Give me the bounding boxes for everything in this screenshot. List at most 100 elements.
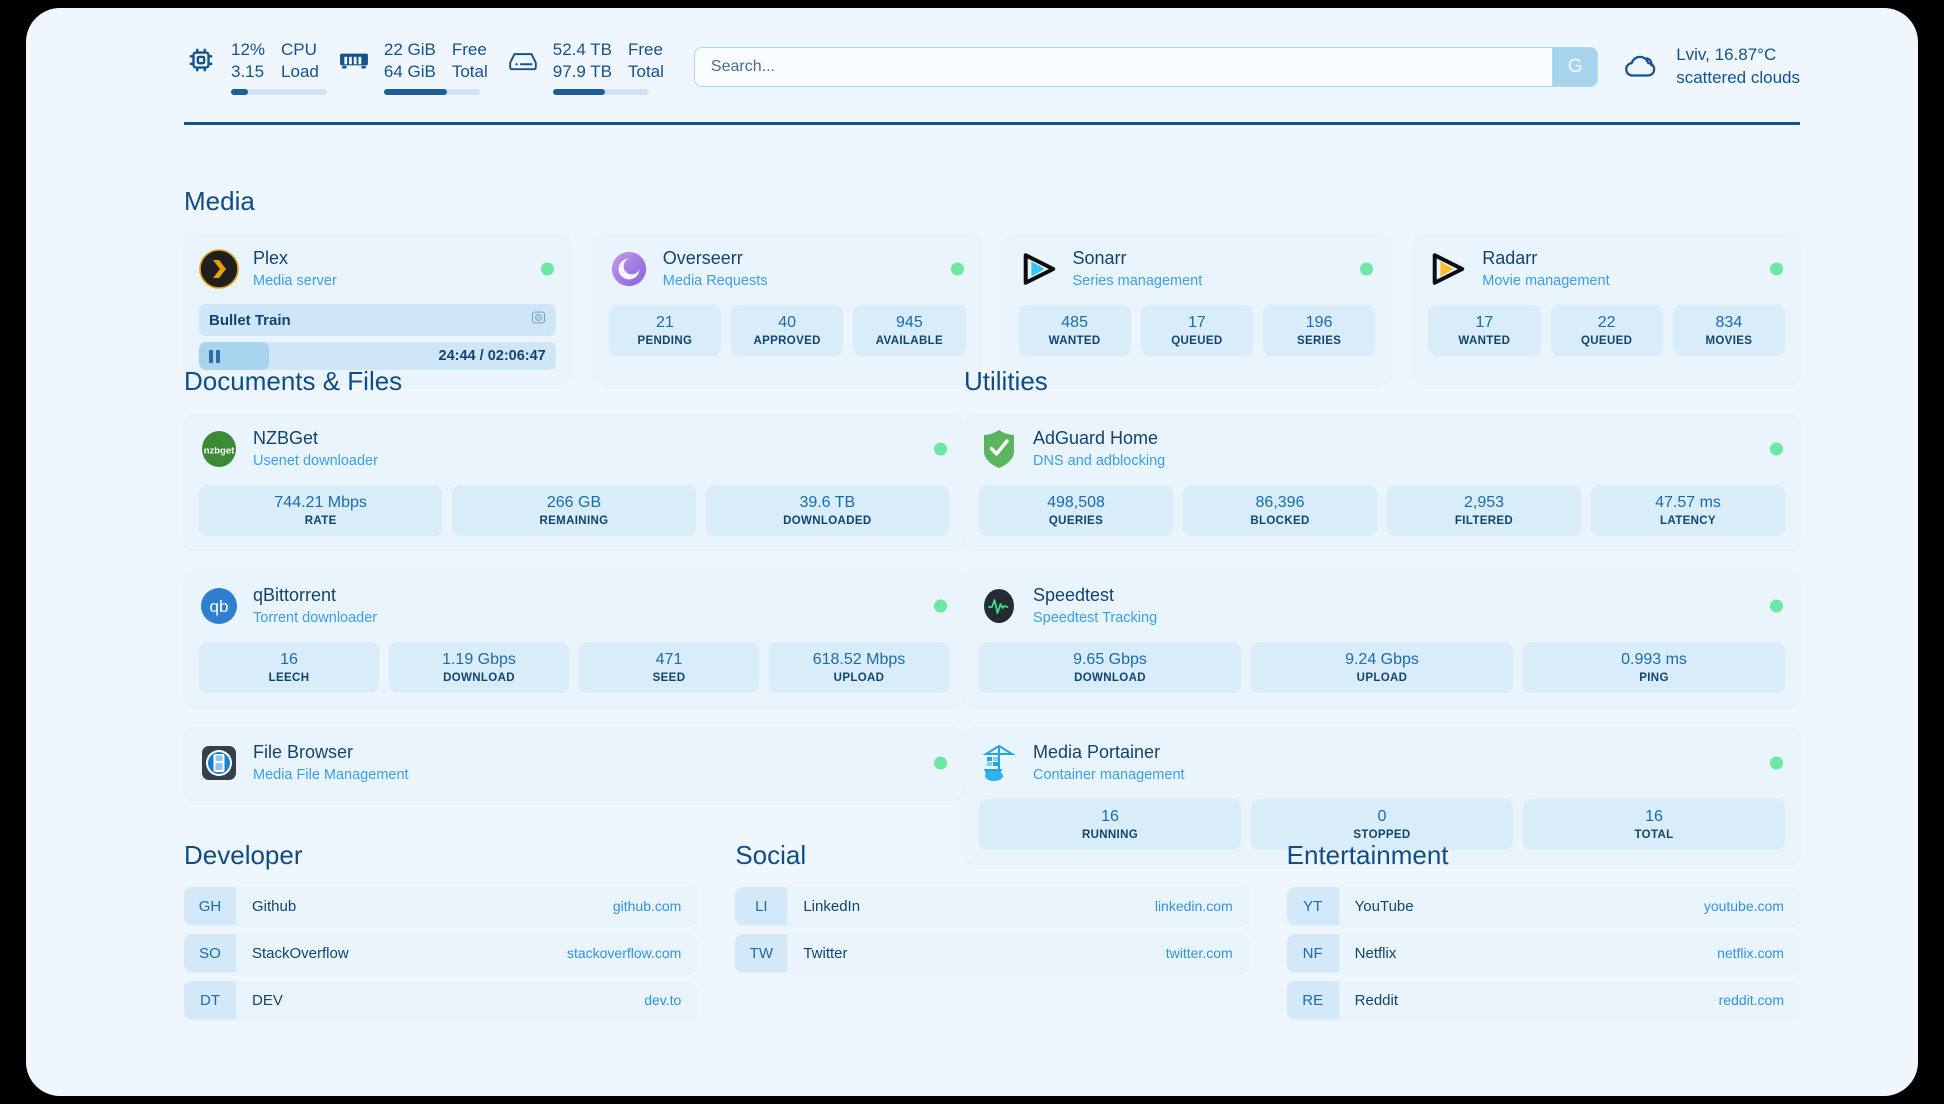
bookmark-item-stackoverflow[interactable]: SO StackOverflow stackoverflow.com	[184, 934, 698, 972]
service-name: NZBGet	[253, 427, 319, 448]
service-name: Radarr	[1482, 247, 1538, 268]
status-indicator	[934, 756, 947, 770]
bookmark-abbr: GH	[184, 887, 236, 925]
bookmark-item-netflix[interactable]: NF Netflix netflix.com	[1286, 934, 1800, 972]
service-card-sonarr[interactable]: Sonarr Series management 485 WANTED 17 Q…	[1003, 233, 1391, 384]
bookmark-group-developer: Developer GH Github github.com SO StackO…	[184, 840, 698, 1019]
service-name: Plex	[253, 247, 289, 268]
service-name: Speedtest	[1033, 584, 1115, 605]
header-bar: 12% 3.15 CPU Load	[26, 8, 1918, 126]
bookmark-item-linkedin[interactable]: LI LinkedIn linkedin.com	[735, 887, 1249, 925]
adguard-icon	[979, 429, 1019, 469]
stat-box: 86,396 BLOCKED	[1183, 485, 1377, 536]
service-card-plex[interactable]: Plex Media server Bullet Train	[184, 233, 571, 384]
stat-label: QUEUED	[1171, 335, 1223, 347]
service-card-speedtest[interactable]: Speedtest Speedtest Tracking 9.65 Gbps D…	[964, 570, 1800, 707]
memory-bar-track	[383, 88, 480, 95]
stat-box: 17 WANTED	[1428, 305, 1541, 356]
cpu-percent: 12%	[231, 40, 266, 60]
stat-label: QUERIES	[1048, 515, 1104, 527]
stat-box: 2,953 FILTERED	[1387, 485, 1581, 536]
bookmark-abbr: YT	[1286, 887, 1339, 925]
memory-label-2: Total	[451, 62, 488, 81]
utilities-section-title: Utilities	[964, 366, 1048, 396]
cpu-values: 12% 3.15	[231, 39, 265, 83]
stat-value: 744.21 Mbps	[274, 494, 367, 511]
utilities-section: Utilities AdGuard Home DNS and adblockin…	[964, 366, 1800, 864]
stat-label: UPLOAD	[1356, 672, 1408, 684]
stat-value: 196	[1305, 314, 1333, 331]
stat-label: DOWNLOADED	[783, 515, 872, 527]
cpu-icon	[184, 43, 218, 77]
stat-label: APPROVED	[753, 335, 821, 347]
bookmark-abbr: TW	[735, 934, 788, 972]
service-subtitle: Torrent downloader	[253, 610, 378, 627]
disk-bar-track	[552, 88, 649, 95]
cpu-label-1: CPU	[281, 40, 317, 60]
disk-label-1: Free	[628, 40, 663, 60]
stat-box: 266 GB REMAINING	[452, 485, 696, 536]
service-subtitle: Usenet downloader	[253, 453, 378, 470]
status-indicator	[1770, 262, 1783, 276]
pause-icon[interactable]	[209, 349, 220, 363]
cast-icon[interactable]	[531, 310, 546, 330]
stat-value: 9.65 Gbps	[1073, 651, 1147, 668]
stat-box: 40 APPROVED	[731, 305, 844, 356]
bookmark-url: reddit.com	[1718, 992, 1784, 1008]
bookmark-item-github[interactable]: GH Github github.com	[184, 887, 698, 925]
stat-label: WANTED	[1048, 335, 1101, 347]
stat-box: 9.65 Gbps DOWNLOAD	[979, 642, 1241, 693]
stat-value: 22	[1597, 314, 1616, 331]
service-card-nzbget[interactable]: nzbget NZBGet Usenet downloader 744.21 M…	[184, 413, 964, 550]
now-playing-progress[interactable]: 24:44 / 02:06:47	[199, 342, 556, 370]
bookmark-item-reddit[interactable]: RE Reddit reddit.com	[1286, 981, 1800, 1019]
stat-label: RUNNING	[1081, 829, 1139, 841]
stat-label: BLOCKED	[1250, 515, 1310, 527]
bookmark-item-dev[interactable]: DT DEV dev.to	[184, 981, 698, 1019]
service-card-radarr[interactable]: Radarr Movie management 17 WANTED 22 QUE…	[1413, 233, 1800, 384]
status-indicator	[1770, 442, 1783, 456]
stat-label: REMAINING	[539, 515, 609, 527]
stat-label: PING	[1639, 672, 1669, 684]
cpu-loadavg: 3.15	[231, 62, 265, 81]
service-card-qbittorrent[interactable]: qb qBittorrent Torrent downloader 16 LEE…	[184, 570, 964, 707]
now-playing-time: 24:44 / 02:06:47	[438, 348, 546, 364]
disk-values: 52.4 TB 97.9 TB	[553, 39, 612, 83]
stat-box: 196 SERIES	[1263, 305, 1376, 356]
stat-value: 86,396	[1255, 494, 1305, 511]
stat-value: 17	[1187, 314, 1206, 331]
stat-box: 471 SEED	[579, 642, 759, 693]
stat-value: 945	[896, 314, 923, 331]
bookmark-group-title: Entertainment	[1286, 840, 1449, 870]
stat-label: RATE	[304, 515, 337, 527]
service-card-adguard-home[interactable]: AdGuard Home DNS and adblocking 498,508 …	[964, 413, 1800, 550]
stat-box: 498,508 QUERIES	[979, 485, 1173, 536]
disk-icon	[506, 43, 540, 77]
stat-box: 17 QUEUED	[1140, 305, 1253, 356]
disk-free: 52.4 TB	[552, 40, 612, 60]
stat-label: SEED	[652, 672, 686, 684]
bookmark-url: twitter.com	[1165, 945, 1233, 961]
service-card-media-portainer[interactable]: Media Portainer Container management 16 …	[964, 727, 1800, 864]
service-card-overseerr[interactable]: Overseerr Media Requests 21 PENDING 40 A…	[593, 233, 981, 384]
plex-icon	[199, 249, 239, 289]
service-subtitle: Media server	[253, 273, 337, 290]
stat-box: 21 PENDING	[608, 305, 721, 356]
memory-free: 22 GiB	[383, 40, 436, 60]
service-subtitle: Speedtest Tracking	[1033, 610, 1158, 627]
stat-value: 9.24 Gbps	[1345, 651, 1419, 668]
bookmark-url: dev.to	[644, 992, 682, 1008]
service-subtitle: Series management	[1072, 273, 1203, 290]
radarr-icon	[1428, 249, 1468, 289]
bookmark-group-title: Social	[735, 840, 807, 870]
disk-total: 97.9 TB	[552, 62, 612, 81]
documents-section: Documents & Files nzbget NZBGet Usenet d…	[184, 366, 964, 800]
search-input[interactable]	[693, 47, 1554, 87]
disk-labels: Free Total	[628, 39, 664, 83]
bookmark-item-youtube[interactable]: YT YouTube youtube.com	[1286, 887, 1800, 925]
stat-value: 618.52 Mbps	[812, 651, 906, 668]
service-card-file-browser[interactable]: File Browser Media File Management	[184, 727, 964, 800]
bookmark-item-twitter[interactable]: TW Twitter twitter.com	[735, 934, 1249, 972]
documents-section-title: Documents & Files	[184, 366, 403, 396]
search-submit-button[interactable]: G	[1553, 47, 1599, 87]
